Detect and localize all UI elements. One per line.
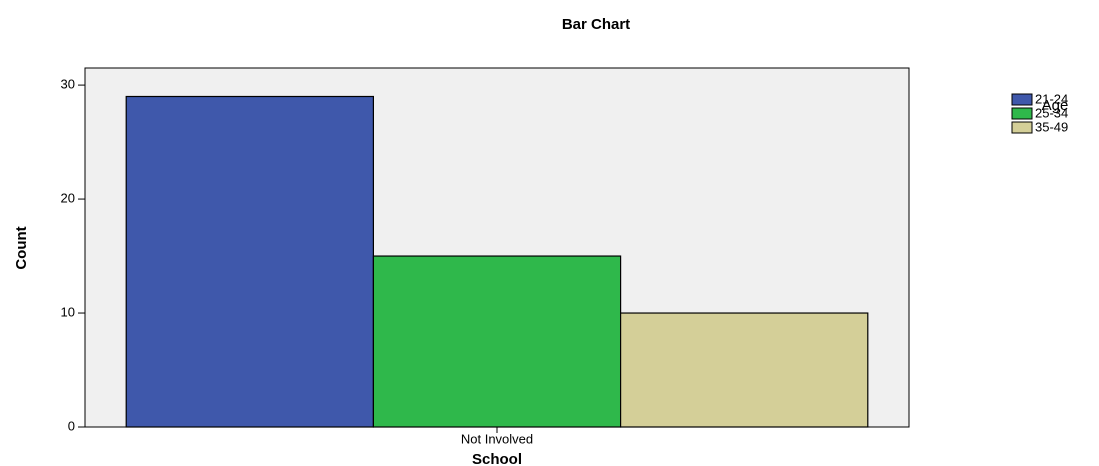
legend-label: 25-34 <box>1035 105 1068 120</box>
legend-swatch <box>1011 93 1033 106</box>
x-tick-label: Not Involved <box>461 431 533 446</box>
legend-title: Age <box>1042 97 1069 114</box>
y-tick-label: 10 <box>61 304 75 319</box>
bar <box>125 95 374 428</box>
legend-swatch <box>1011 107 1033 120</box>
legend-swatch <box>1011 121 1033 134</box>
y-tick-label: 30 <box>61 77 75 92</box>
bar <box>372 255 622 428</box>
y-tick-label: 20 <box>61 191 75 206</box>
chart-title: Bar Chart <box>562 16 630 33</box>
bar <box>619 312 869 428</box>
y-axis-label: Count <box>13 226 30 269</box>
legend-label: 35-49 <box>1035 119 1068 134</box>
x-axis-label: School <box>472 451 522 466</box>
legend-label: 21-24 <box>1035 91 1068 106</box>
y-tick-label: 0 <box>68 418 75 433</box>
